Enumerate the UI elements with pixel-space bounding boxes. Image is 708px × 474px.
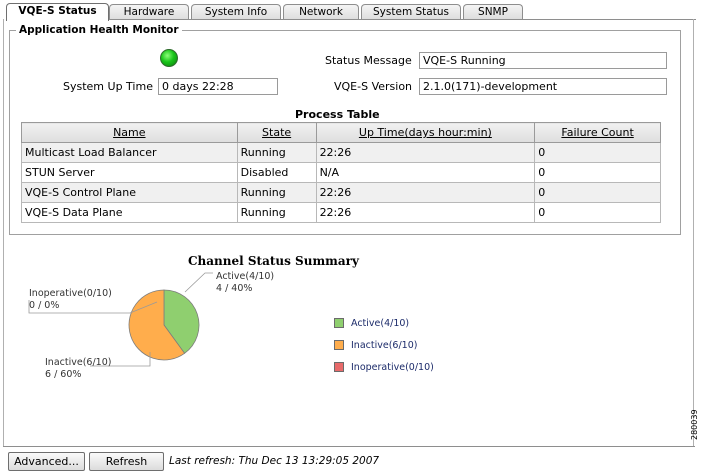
- vqes-version-field: 2.1.0(171)-development: [419, 78, 667, 95]
- cell-up-time: 22:26: [315, 182, 536, 203]
- health-monitor-group: [9, 30, 681, 235]
- cell-name: VQE-S Control Plane: [21, 182, 238, 203]
- legend-swatch-inoperative: [334, 362, 344, 372]
- tab-network[interactable]: Network: [283, 4, 359, 20]
- cell-name: STUN Server: [21, 162, 238, 183]
- tab-vqes-status[interactable]: VQE-S Status: [6, 3, 109, 21]
- cell-state: Running: [236, 202, 317, 223]
- cell-failure-count: 0: [534, 162, 661, 183]
- pie-label-inactive: Inactive(6/10) 6 / 60%: [45, 357, 111, 381]
- legend-label-inoperative: Inoperative(0/10): [351, 362, 434, 373]
- health-monitor-legend: Application Health Monitor: [16, 24, 182, 36]
- column-header-failure-count[interactable]: Failure Count: [534, 122, 661, 143]
- table-row: VQE-S Data Plane Running 22:26 0: [21, 202, 661, 223]
- cell-state: Disabled: [236, 162, 317, 183]
- column-header-name[interactable]: Name: [21, 122, 238, 143]
- pie-label-inoperative-name: Inoperative(0/10): [29, 288, 112, 299]
- tab-content-panel: [3, 19, 694, 446]
- advanced-button[interactable]: Advanced...: [8, 452, 85, 471]
- cell-failure-count: 0: [534, 182, 661, 203]
- tab-snmp[interactable]: SNMP: [463, 4, 523, 20]
- cell-name: VQE-S Data Plane: [21, 202, 238, 223]
- column-header-up-time[interactable]: Up Time(days hour:min): [315, 122, 536, 143]
- pie-label-inoperative: Inoperative(0/10) 0 / 0%: [29, 288, 112, 312]
- column-header-state[interactable]: State: [236, 122, 317, 143]
- table-row: STUN Server Disabled N/A 0: [21, 162, 661, 183]
- cell-state: Running: [236, 182, 317, 203]
- pie-label-inactive-detail: 6 / 60%: [45, 369, 82, 380]
- status-message-field: VQE-S Running: [419, 52, 667, 69]
- last-refresh-text: Last refresh: Thu Dec 13 13:29:05 2007: [169, 455, 380, 467]
- figure-number: 280039: [690, 409, 699, 440]
- table-row: VQE-S Control Plane Running 22:26 0: [21, 182, 661, 203]
- pie-label-active-name: Active(4/10): [216, 271, 275, 282]
- chart-title: Channel Status Summary: [188, 254, 359, 268]
- tab-system-info[interactable]: System Info: [191, 4, 281, 20]
- cell-up-time: 22:26: [315, 142, 536, 163]
- legend-label-inactive: Inactive(6/10): [351, 340, 418, 351]
- pie-label-inoperative-detail: 0 / 0%: [29, 300, 60, 311]
- pie-label-active-detail: 4 / 40%: [216, 283, 253, 294]
- footer-divider: [3, 446, 695, 447]
- system-up-time-label: System Up Time: [63, 80, 153, 93]
- refresh-button[interactable]: Refresh: [89, 452, 164, 471]
- status-message-label: Status Message: [325, 54, 412, 67]
- cell-state: Running: [236, 142, 317, 163]
- legend-swatch-active: [334, 318, 344, 328]
- cell-failure-count: 0: [534, 202, 661, 223]
- legend-label-active: Active(4/10): [351, 318, 410, 329]
- vqes-version-label: VQE-S Version: [334, 80, 413, 93]
- process-table: Name State Up Time(days hour:min) Failur…: [21, 122, 661, 223]
- cell-name: Multicast Load Balancer: [21, 142, 238, 163]
- system-up-time-field: 0 days 22:28: [158, 78, 278, 95]
- cell-up-time: 22:26: [315, 202, 536, 223]
- cell-up-time: N/A: [315, 162, 536, 183]
- process-table-header-row: Name State Up Time(days hour:min) Failur…: [21, 122, 661, 143]
- tab-system-status[interactable]: System Status: [361, 4, 461, 20]
- legend-swatch-inactive: [334, 340, 344, 350]
- pie-label-active: Active(4/10) 4 / 40%: [216, 271, 274, 295]
- cell-failure-count: 0: [534, 142, 661, 163]
- tab-divider: [6, 19, 696, 20]
- table-row: Multicast Load Balancer Running 22:26 0: [21, 142, 661, 163]
- tab-hardware[interactable]: Hardware: [109, 4, 189, 20]
- pie-label-inactive-name: Inactive(6/10): [45, 357, 112, 368]
- process-table-title: Process Table: [295, 108, 380, 121]
- status-led-icon: [160, 49, 178, 67]
